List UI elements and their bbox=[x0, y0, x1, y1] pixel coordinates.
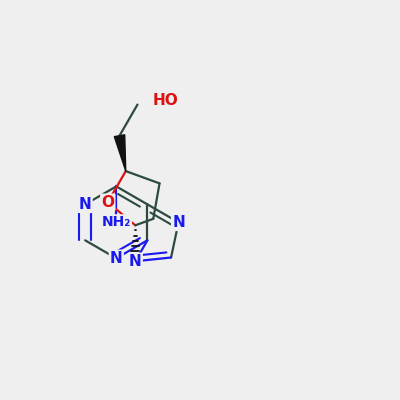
Text: N: N bbox=[172, 215, 185, 230]
Text: HO: HO bbox=[153, 93, 178, 108]
Text: NH₂: NH₂ bbox=[102, 215, 131, 229]
Text: N: N bbox=[129, 254, 142, 269]
Polygon shape bbox=[114, 135, 126, 171]
Text: N: N bbox=[110, 251, 123, 266]
Text: O: O bbox=[101, 195, 114, 210]
Text: N: N bbox=[79, 197, 92, 212]
